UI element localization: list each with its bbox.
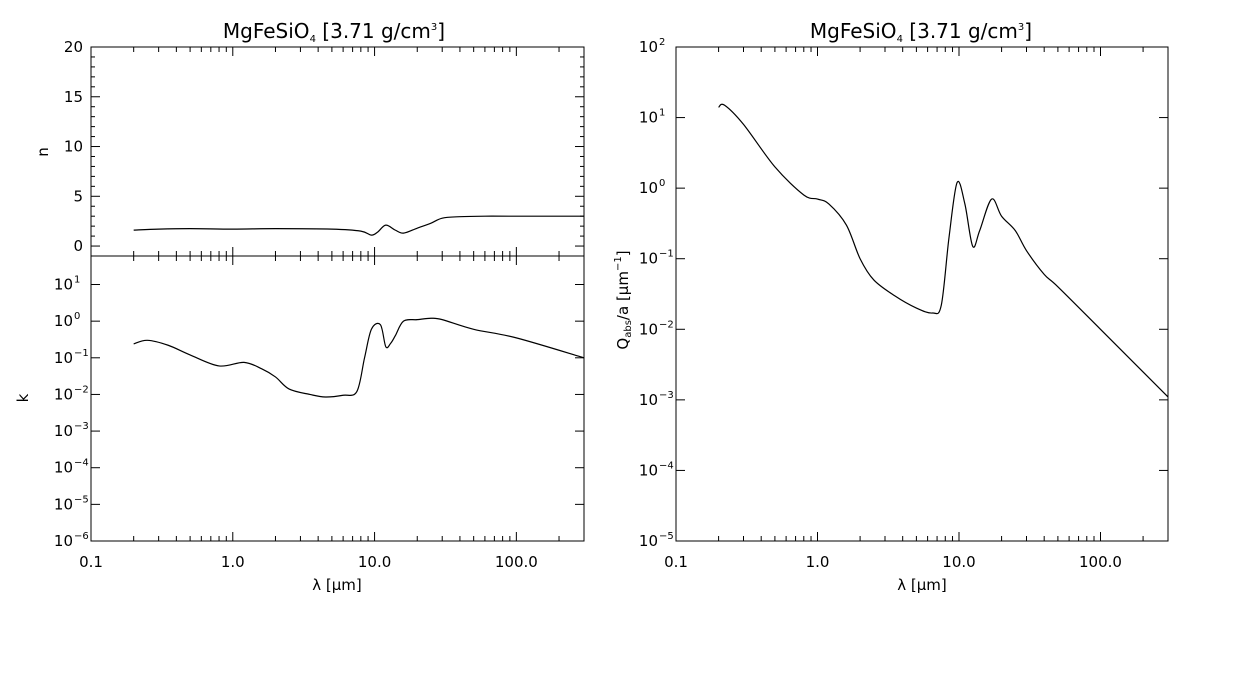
xlabel-left: λ [μm] — [312, 576, 362, 594]
x-minor-ticks-n — [90, 47, 585, 256]
y-tick-exponent: 1 — [74, 275, 80, 286]
y-tick-exponent: −2 — [659, 319, 674, 330]
axes-frame-k — [90, 255, 585, 542]
y-tick-label: 10 — [639, 461, 658, 479]
y-tick-exponent: 0 — [659, 178, 665, 189]
y-tick-label: 10 — [639, 320, 658, 338]
title-right: MgFeSiO4 [3.71 g/cm3] — [810, 19, 1032, 45]
y-tick-exponent: 2 — [659, 37, 665, 48]
y-tick-label: 10 — [54, 495, 73, 513]
series-qabs — [718, 103, 1169, 398]
title-left: MgFeSiO4 [3.71 g/cm3] — [223, 19, 445, 45]
y-tick-exponent: −1 — [74, 348, 89, 359]
y-tick-label: 5 — [73, 187, 83, 205]
y-tick-label: 10 — [54, 459, 73, 477]
ylabel-n: n — [34, 147, 52, 157]
ylabel-k: k — [14, 393, 32, 402]
series-k — [133, 317, 585, 398]
ylabel-qabs: Qabs/a [μm−1] — [613, 250, 634, 349]
series-n — [133, 215, 584, 236]
x-ticks-qabs: 0.1 1.0 10.0 100.0 — [664, 47, 1169, 571]
x-tick-label: 0.1 — [79, 553, 103, 571]
y-tick-exponent: 0 — [74, 311, 80, 322]
y-ticks-n: 0 5 10 15 20 — [64, 38, 584, 255]
y-tick-label: 10 — [639, 250, 658, 268]
y-tick-exponent: −1 — [659, 249, 674, 260]
x-tick-label: 10.0 — [358, 553, 391, 571]
y-tick-label: 10 — [639, 391, 658, 409]
y-tick-label: 15 — [64, 88, 83, 106]
y-tick-exponent: 1 — [659, 108, 665, 119]
x-ticks-k: 0.1 1.0 10.0 100.0 — [79, 256, 585, 571]
y-tick-label: 10 — [54, 276, 73, 294]
x-tick-label: 0.1 — [664, 553, 688, 571]
x-tick-label: 10.0 — [942, 553, 975, 571]
y-tick-label: 10 — [54, 532, 73, 550]
panel-n: MgFeSiO4 [3.71 g/cm3] 0 5 10 15 20 n — [34, 19, 585, 257]
x-tick-label: 100.0 — [495, 553, 538, 571]
y-tick-exponent: −5 — [659, 531, 674, 542]
y-tick-label: 10 — [54, 312, 73, 330]
y-tick-exponent: −4 — [659, 460, 674, 471]
y-tick-exponent: −3 — [659, 390, 674, 401]
y-tick-exponent: −2 — [74, 384, 89, 395]
axes-frame-n — [90, 46, 585, 257]
y-tick-label: 10 — [639, 38, 658, 56]
x-tick-label: 1.0 — [806, 553, 830, 571]
y-tick-label: 10 — [54, 422, 73, 440]
y-tick-label: 10 — [639, 109, 658, 127]
x-tick-label: 1.0 — [221, 553, 245, 571]
panel-qabs: MgFeSiO4 [3.71 g/cm3] 10−510−410−310−210… — [613, 19, 1169, 594]
xlabel-right: λ [μm] — [897, 576, 947, 594]
axes-frame-qabs — [675, 46, 1169, 542]
y-tick-exponent: −3 — [74, 421, 89, 432]
y-tick-exponent: −4 — [74, 458, 89, 469]
y-tick-exponent: −6 — [74, 531, 89, 542]
y-tick-label: 10 — [639, 532, 658, 550]
x-tick-label: 100.0 — [1079, 553, 1122, 571]
y-tick-label: 10 — [54, 385, 73, 403]
y-tick-label: 20 — [64, 38, 83, 56]
y-tick-label: 10 — [54, 349, 73, 367]
y-tick-exponent: −5 — [74, 494, 89, 505]
y-tick-label: 0 — [73, 237, 83, 255]
y-tick-label: 10 — [64, 138, 83, 156]
y-tick-label: 10 — [639, 179, 658, 197]
